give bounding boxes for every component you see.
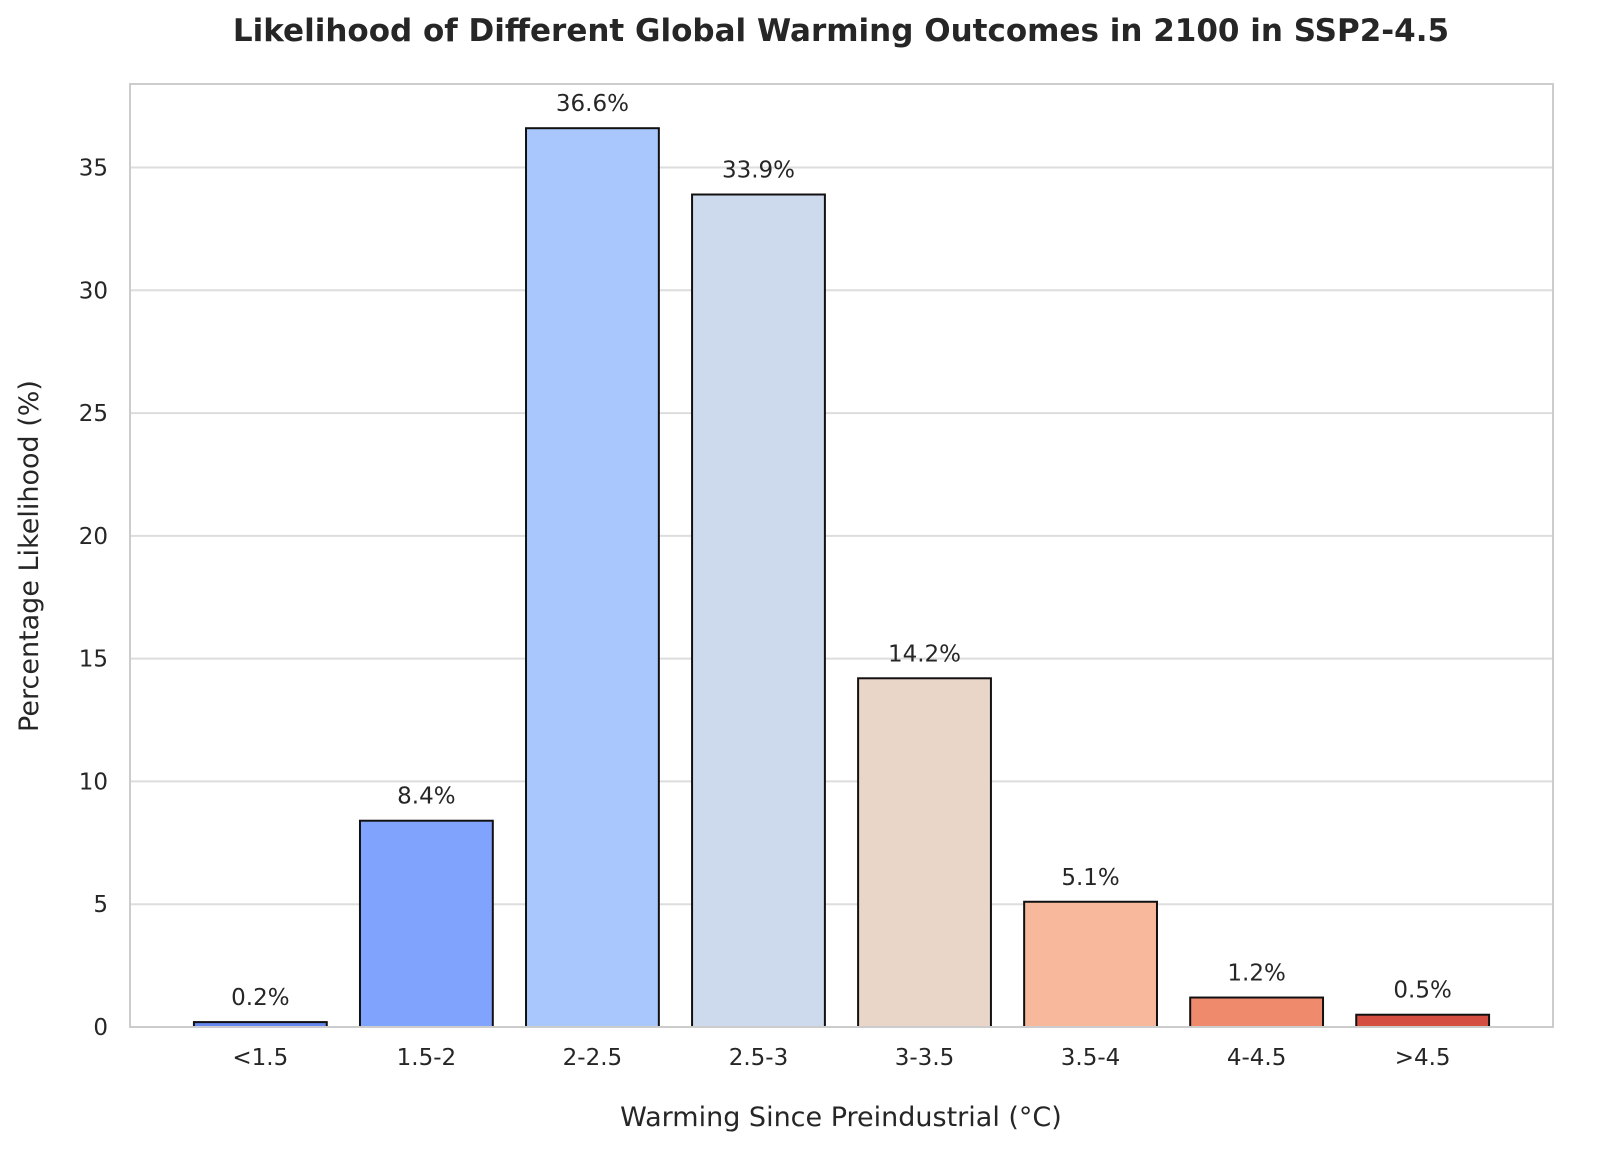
bar [1189,996,1325,1028]
y-tick-label: 35 [79,155,108,181]
bar [1355,1013,1491,1029]
bar [525,127,660,1028]
gridlines [130,166,1553,1028]
chart-title: Likelihood of Different Global Warming O… [233,13,1449,49]
y-tick-label: 5 [93,892,108,918]
data-label: 0.2% [231,985,289,1011]
y-tick-label: 30 [79,278,108,304]
data-label: 33.9% [722,158,795,184]
y-tick-label: 10 [79,769,108,795]
x-tick-label: 2.5-3 [729,1045,789,1071]
y-tick-label: 20 [79,524,108,550]
x-tick-label: 2-2.5 [563,1045,623,1071]
x-tick-label: <1.5 [232,1045,288,1071]
data-label: 5.1% [1061,865,1119,891]
x-tick-label: 3-3.5 [895,1045,955,1071]
data-label: 8.4% [397,784,455,810]
x-tick-label: >4.5 [1395,1045,1451,1071]
x-tick-label: 4-4.5 [1227,1045,1287,1071]
y-axis-ticks: 0 5 10 15 20 25 30 35 [79,155,108,1041]
x-axis-label: Warming Since Preindustrial (°C) [620,1102,1062,1133]
y-tick-label: 25 [79,401,108,427]
bar [691,193,826,1028]
bars: 0.2% 8.4% 36.6% 33.9% 14.2% 5.1% 1.2% 0.5% [192,91,1491,1029]
y-tick-label: 15 [79,647,108,673]
x-axis-ticks: <1.5 1.5-2 2-2.5 2.5-3 3-3.5 3.5-4 4-4.5 >4.5 [232,1045,1450,1071]
y-axis-label: Percentage Likelihood (%) [14,380,45,732]
plot-frame [129,83,1554,1028]
data-label: 0.5% [1393,978,1451,1004]
y-tick-label: 0 [93,1015,108,1041]
bar [857,677,992,1028]
bar [1023,900,1158,1028]
x-tick-label: 3.5-4 [1061,1045,1121,1071]
bar [358,819,494,1028]
data-label: 1.2% [1227,961,1285,987]
data-label: 14.2% [888,641,961,667]
data-label: 36.6% [556,91,629,117]
x-tick-label: 1.5-2 [397,1045,457,1071]
